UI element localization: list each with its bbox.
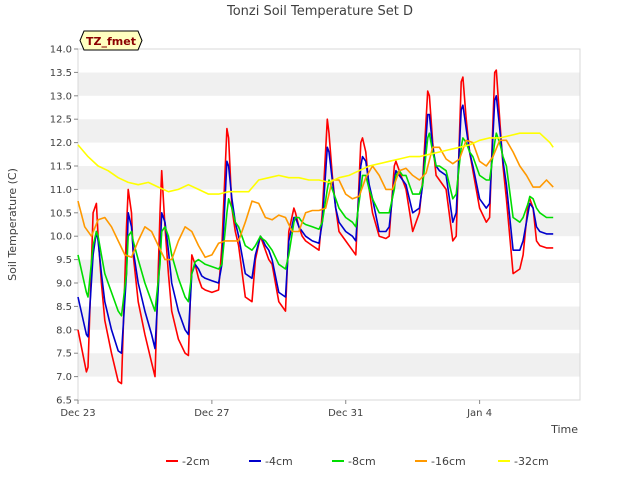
grid-band	[78, 306, 580, 330]
plot-area	[77, 48, 581, 401]
grid-band	[78, 376, 580, 400]
x-tick-label: Dec 23	[60, 408, 95, 419]
x-tick-label: Dec 31	[328, 408, 363, 419]
y-tick-label: 7.0	[56, 372, 72, 383]
grid-band	[78, 49, 580, 73]
series-lines	[77, 69, 554, 385]
series-line-32cmcm	[77, 132, 554, 195]
legend-label: -2cm	[182, 455, 210, 468]
y-tick-label: 13.5	[50, 68, 72, 79]
y-tick-label: 6.5	[56, 396, 72, 407]
x-tick-label: Dec 27	[194, 408, 229, 419]
x-axis-label: Time	[550, 423, 578, 436]
badge-shape	[79, 30, 143, 51]
grid-band	[78, 236, 580, 260]
grid-band	[78, 353, 580, 377]
grid-band	[78, 259, 580, 283]
legend-label: -8cm	[348, 455, 376, 468]
grid-band	[78, 283, 580, 307]
y-tick-label: 13.0	[50, 91, 72, 102]
y-axis-label: Soil Temperature (C)	[6, 168, 19, 281]
chart-title: Tonzi Soil Temperature Set D	[226, 4, 413, 19]
source-badge: TZ_fmet	[79, 30, 143, 51]
grid-band	[78, 95, 580, 120]
y-tick-label: 11.0	[50, 185, 72, 196]
y-tick-label: 12.0	[50, 138, 72, 149]
series-line-16cmcm	[77, 139, 554, 261]
y-tick-label: 9.5	[56, 255, 72, 266]
legend-label: -32cm	[514, 455, 549, 468]
badge-label: TZ_fmet	[86, 35, 136, 48]
grid-band	[78, 72, 580, 96]
grid-band	[78, 329, 580, 354]
y-tick-label: 10.5	[50, 208, 72, 219]
y-tick-label: 9.0	[56, 279, 72, 290]
y-tick-label: 14.0	[50, 45, 72, 56]
legend-label: -16cm	[431, 455, 466, 468]
grid-band	[78, 212, 580, 237]
x-tick-label: Jan 4	[466, 408, 492, 419]
y-axis-ticks: 6.5 7.0 7.5 8.0 8.5 9.0 9.5 10.0 10.5 11.0 11.5 12.…	[50, 45, 78, 407]
y-tick-label: 7.5	[56, 349, 72, 360]
background-bands	[78, 49, 580, 400]
y-tick-label: 11.5	[50, 162, 72, 173]
y-tick-label: 8.0	[56, 325, 72, 336]
legend-label: -4cm	[265, 455, 293, 468]
y-tick-label: 10.0	[50, 232, 72, 243]
y-tick-label: 12.5	[50, 115, 72, 126]
y-tick-label: 8.5	[56, 302, 72, 313]
legend: -2cm -4cm -8cm -16cm -32cm	[166, 455, 549, 468]
x-axis-ticks: Dec 23 Dec 27 Dec 31 Jan 4	[60, 400, 492, 419]
grid-band	[78, 166, 580, 190]
series-line-8cmcm	[77, 132, 554, 317]
